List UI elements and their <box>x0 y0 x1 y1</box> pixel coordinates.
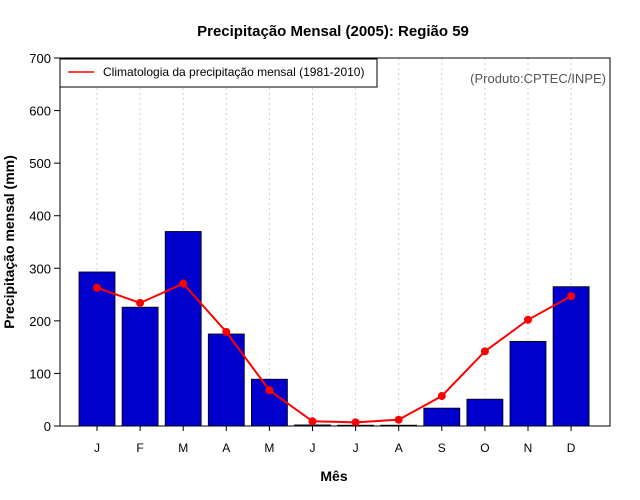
x-tick-label-3: A <box>222 441 230 455</box>
climatology-line-series <box>93 279 576 427</box>
y-tick-label-4: 400 <box>29 209 51 224</box>
climatology-point-10 <box>524 315 532 324</box>
climatology-point-6 <box>351 418 360 427</box>
y-axis-label: Precipitação mensal (mm) <box>1 155 17 329</box>
bar-0 <box>78 271 116 427</box>
y-tick-label-6: 600 <box>29 104 51 119</box>
climatology-point-9 <box>480 347 489 356</box>
x-tick-label-10: N <box>524 441 533 455</box>
x-tick-label-8: S <box>438 441 446 455</box>
x-tick-label-11: D <box>567 441 576 455</box>
bar-1 <box>121 306 159 427</box>
climatology-point-7 <box>394 415 403 424</box>
bar-2 <box>164 231 202 427</box>
bar-11 <box>552 286 590 427</box>
bar-10 <box>509 340 547 427</box>
bar-9 <box>466 398 504 427</box>
climatology-point-3 <box>222 327 231 336</box>
x-tick-label-4: M <box>264 441 274 455</box>
x-tick-label-0: J <box>94 441 100 455</box>
legend-box <box>59 58 378 88</box>
climatology-point-1 <box>136 298 145 307</box>
x-tick-label-5: J <box>310 441 316 455</box>
y-tick-label-7: 700 <box>29 51 51 66</box>
y-axis: 0 100 200 300 400 500 600 700 <box>29 51 60 434</box>
y-tick-label-1: 100 <box>29 366 51 381</box>
product-credit: (Produto:CPTEC/INPE) <box>470 71 606 86</box>
climatology-point-2 <box>179 279 188 288</box>
bar-series <box>78 231 590 427</box>
climatology-point-8 <box>437 392 446 401</box>
x-tick-label-6: J <box>353 441 359 455</box>
plot-frame <box>59 57 611 427</box>
climatology-point-4 <box>265 386 274 395</box>
climatology-point-0 <box>93 283 101 292</box>
legend: Climatologia da precipitação mensal (198… <box>59 58 378 88</box>
y-tick-label-0: 0 <box>44 419 51 434</box>
x-tick-label-1: F <box>136 441 143 455</box>
x-tick-label-7: A <box>395 441 403 455</box>
chart-title: Precipitação Mensal (2005): Região 59 <box>197 23 469 40</box>
y-tick-label-3: 300 <box>29 261 51 276</box>
bar-8 <box>423 407 461 427</box>
climatology-point-11 <box>567 292 576 301</box>
climatology-point-5 <box>308 417 317 426</box>
climatology-line <box>96 282 572 424</box>
y-tick-label-2: 200 <box>29 314 51 329</box>
bar-4 <box>250 378 288 427</box>
y-tick-label-5: 500 <box>29 156 51 171</box>
legend-label-climatology: Climatologia da precipitação mensal (198… <box>103 65 364 79</box>
x-axis-label: Mês <box>320 468 347 484</box>
x-tick-label-9: O <box>480 441 489 455</box>
x-tick-label-2: M <box>178 441 188 455</box>
